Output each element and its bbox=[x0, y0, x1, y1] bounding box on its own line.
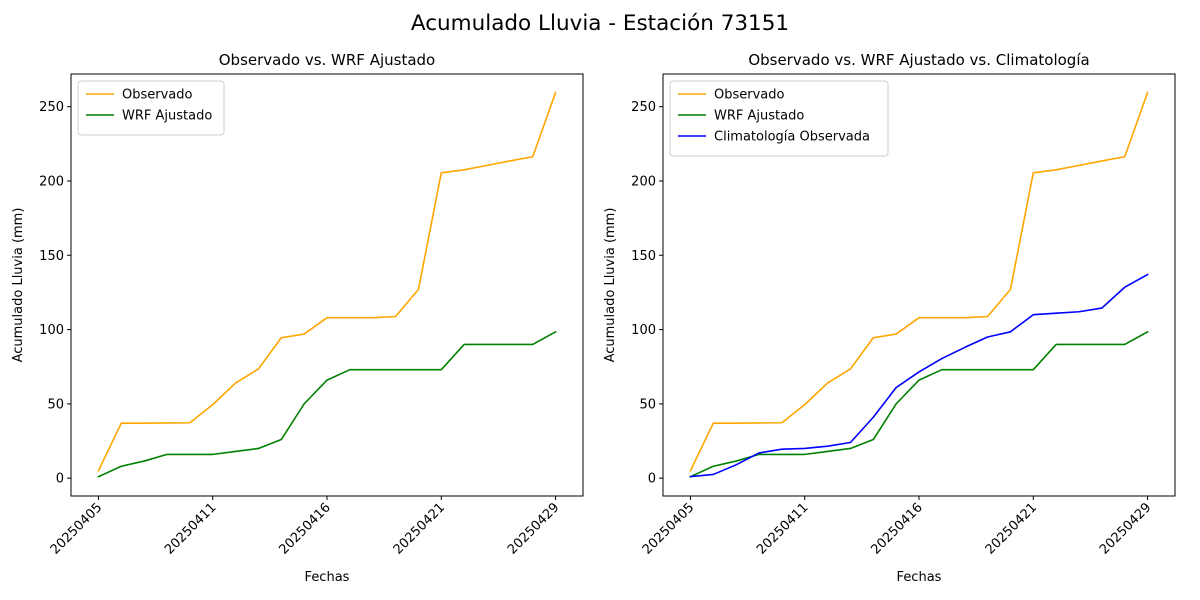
legend-label: Climatología Observada bbox=[714, 130, 870, 145]
legend-label: Observado bbox=[714, 88, 785, 103]
y-tick-label: 150 bbox=[631, 249, 656, 264]
x-tick-label: 20250421 bbox=[983, 500, 1040, 557]
series-line-wrf-ajustado bbox=[689, 330, 1149, 478]
y-axis-label: Acumulado Lluvia (mm) bbox=[11, 208, 26, 363]
x-tick-label: 20250416 bbox=[868, 500, 925, 557]
chart-title: Observado vs. WRF Ajustado bbox=[219, 51, 435, 69]
y-tick-label: 100 bbox=[631, 323, 656, 338]
axes-frame bbox=[70, 73, 584, 497]
series-line-wrf-ajustado bbox=[97, 330, 557, 478]
y-tick-label: 0 bbox=[56, 472, 64, 487]
x-tick-label: 20250416 bbox=[276, 500, 333, 557]
y-tick-label: 150 bbox=[39, 249, 64, 264]
y-tick-label: 50 bbox=[47, 397, 64, 412]
x-tick-label: 20250405 bbox=[48, 500, 105, 557]
x-axis-label: Fechas bbox=[897, 570, 942, 585]
legend: Observado WRF Ajustado bbox=[77, 80, 225, 136]
legend-label: Observado bbox=[122, 88, 193, 103]
series-line-observado bbox=[97, 91, 557, 472]
x-tick-label: 20250411 bbox=[162, 500, 219, 557]
x-tick-label: 20250411 bbox=[754, 500, 811, 557]
y-tick-label: 50 bbox=[639, 397, 656, 412]
y-tick-label: 250 bbox=[39, 100, 64, 115]
y-tick-label: 200 bbox=[39, 174, 64, 189]
x-axis-label: Fechas bbox=[305, 570, 350, 585]
chart-title: Observado vs. WRF Ajustado vs. Climatolo… bbox=[748, 51, 1089, 69]
legend-box bbox=[77, 80, 225, 136]
series-line-observado bbox=[689, 91, 1149, 472]
y-tick-label: 250 bbox=[631, 100, 656, 115]
y-axis-label: Acumulado Lluvia (mm) bbox=[603, 208, 618, 363]
x-tick-label: 20250405 bbox=[640, 500, 697, 557]
y-tick-label: 0 bbox=[648, 472, 656, 487]
x-tick-label: 20250429 bbox=[505, 500, 562, 557]
legend-label: WRF Ajustado bbox=[122, 109, 212, 124]
y-tick-label: 100 bbox=[39, 323, 64, 338]
series-line-climatolog-a-observada bbox=[689, 273, 1149, 478]
right-chart: Observado vs. WRF Ajustado vs. Climatolo… bbox=[603, 51, 1176, 585]
x-tick-label: 20250429 bbox=[1097, 500, 1154, 557]
legend: Observado WRF Ajustado Climatología Observ… bbox=[669, 80, 889, 157]
left-chart: Observado vs. WRF Ajustado 0 50 100 150 200 25… bbox=[11, 51, 584, 585]
y-tick-label: 200 bbox=[631, 174, 656, 189]
x-tick-label: 20250421 bbox=[391, 500, 448, 557]
legend-box bbox=[669, 80, 889, 157]
figure-suptitle: Acumulado Lluvia - Estación 73151 bbox=[411, 11, 789, 36]
legend-label: WRF Ajustado bbox=[714, 109, 804, 124]
